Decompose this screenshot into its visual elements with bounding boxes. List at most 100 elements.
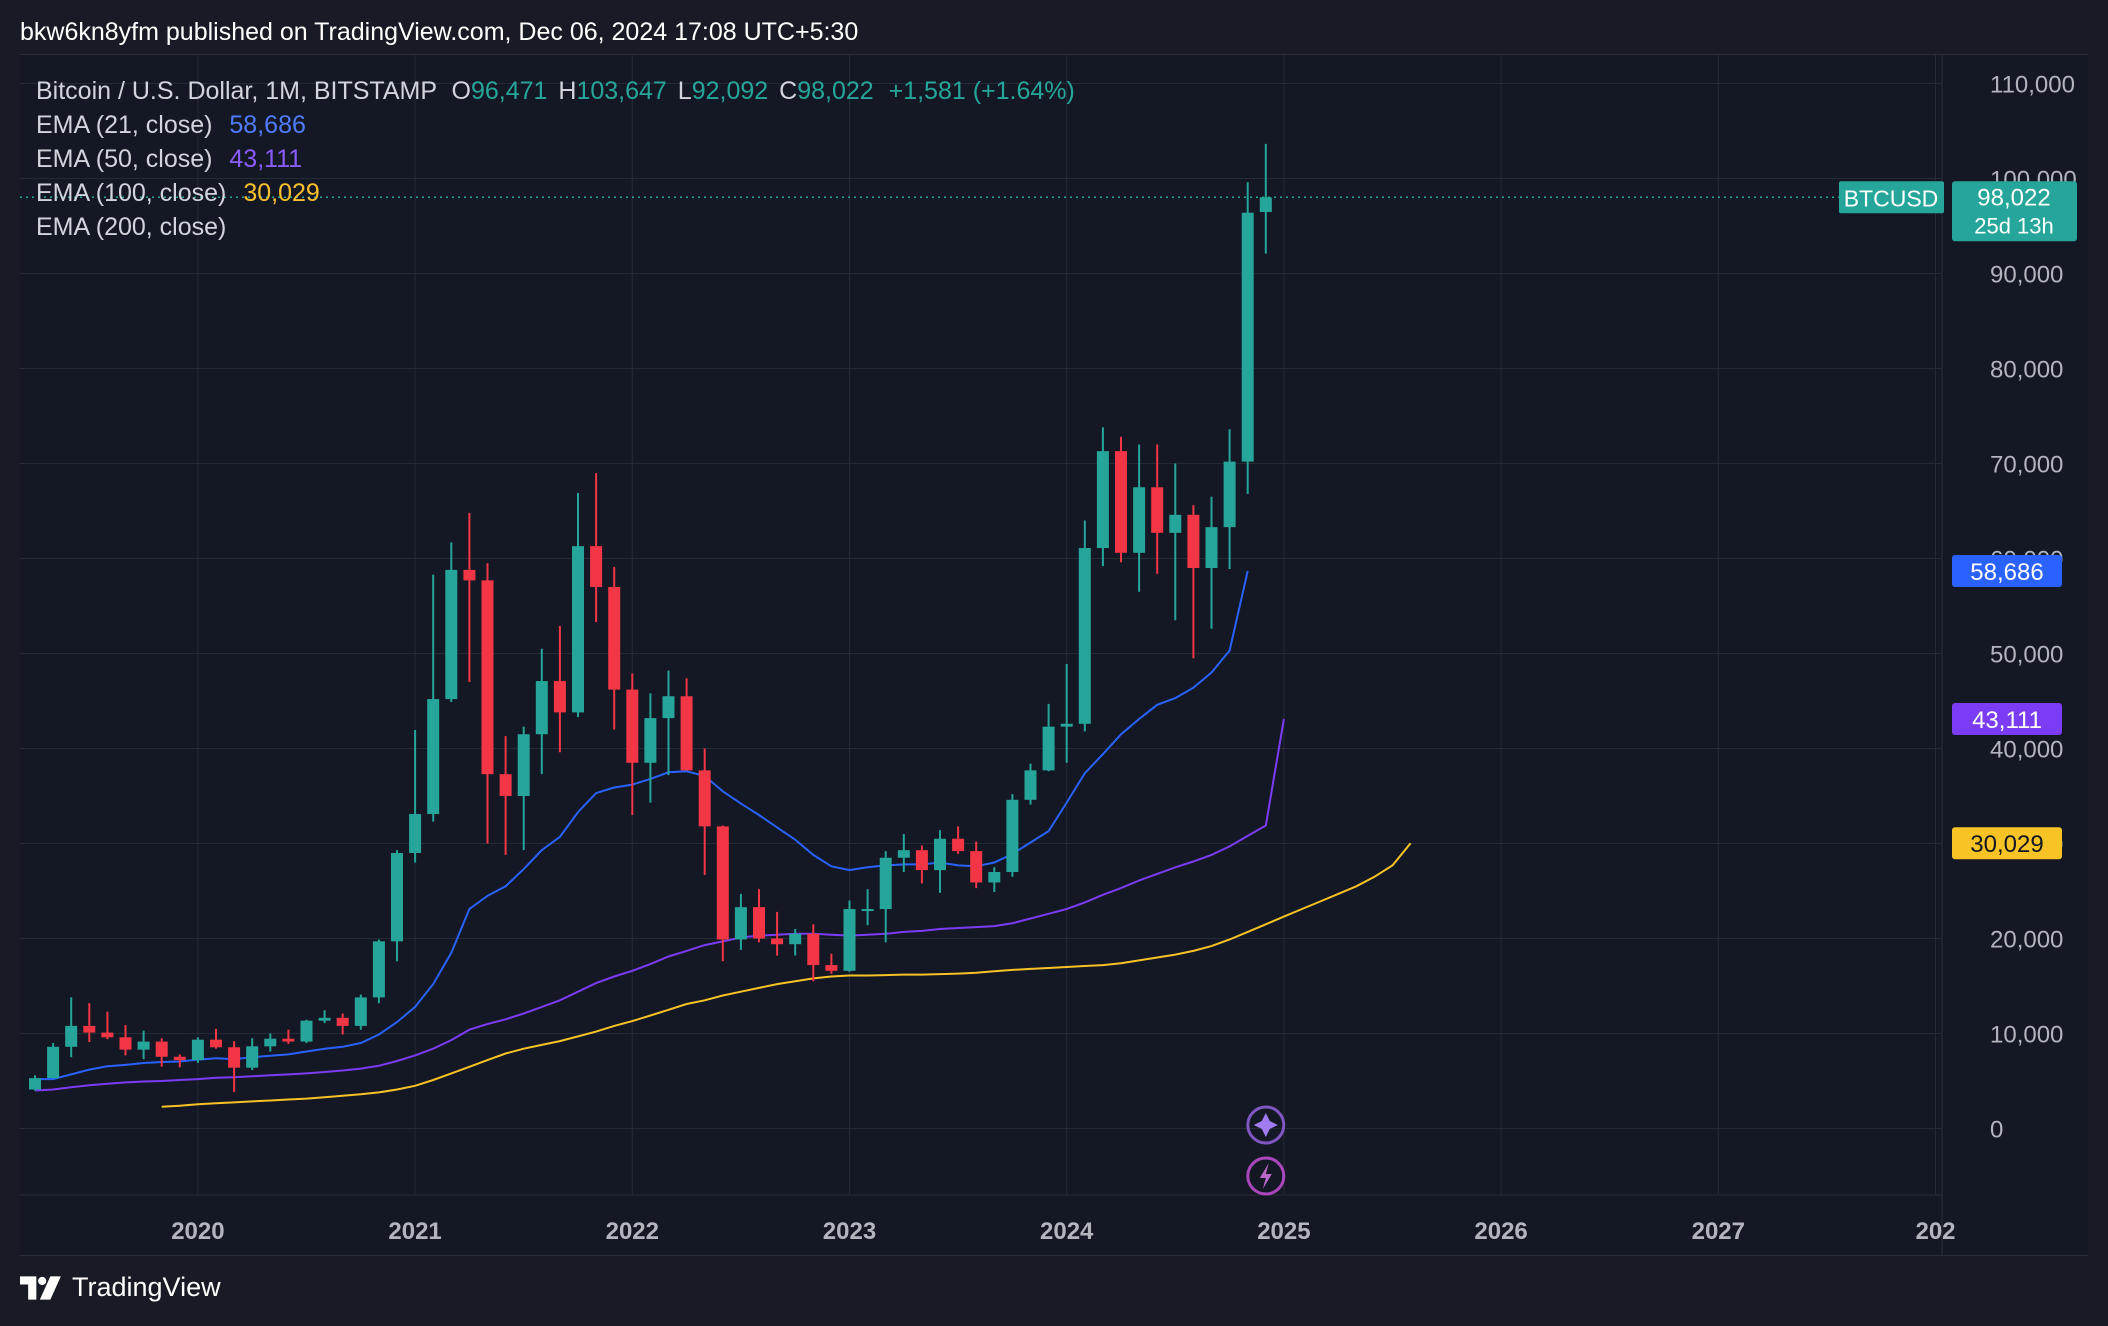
candle-body [626,689,639,763]
candle-body [372,941,385,998]
candle-body [391,853,403,942]
candle-body [734,907,747,940]
ema21-label: EMA (21, close) [36,111,213,139]
open-label: O [451,77,471,105]
low-value: 92,092 [691,77,769,105]
chart-legend: Bitcoin / U.S. Dollar, 1M, BITSTAMP O96,… [36,74,1075,244]
footer-brand[interactable]: TradingView [20,1272,221,1303]
ema100-row[interactable]: EMA (100, close) 30,029 [36,176,1075,210]
y-tick-label: 80,000 [1990,357,2063,384]
candle-body [807,933,820,966]
candle-body [771,938,784,945]
price-tag-bg [1952,181,2077,242]
candle-body [409,814,422,853]
candle-body [155,1041,168,1057]
candle-body [662,696,675,719]
lightning-icon [1259,1163,1272,1189]
candle-body [1151,487,1164,533]
chart-frame[interactable]: 010,00020,00030,00040,00050,00060,00070,… [20,54,2088,1256]
candle-body [119,1037,132,1050]
candle-body [499,774,512,796]
candle-body [282,1038,295,1042]
candle-body [825,965,838,971]
candle-body [1060,723,1073,727]
change-value: +1,581 (+1.64%) [888,77,1075,105]
ema100-tag-value: 30,029 [1970,831,2043,858]
candle-body [789,933,802,945]
y-tick-label: 40,000 [1990,737,2063,764]
candle-body [1024,770,1037,800]
tradingview-logo-icon [20,1275,61,1300]
y-tick-label: 10,000 [1990,1022,2063,1049]
candle-body [915,850,928,871]
ema21-line [35,570,1249,1081]
candle-body [83,1025,96,1033]
x-tick-label: 2021 [388,1218,441,1245]
symbol-name: Bitcoin / U.S. Dollar, 1M, BITSTAMP [36,77,437,105]
candle-body [843,909,856,971]
candle-body [1205,527,1218,568]
price-tag-countdown: 25d 13h [1974,213,2054,238]
candle-body [698,770,711,827]
candle-body [1042,726,1055,771]
y-tick-label: 0 [1990,1117,2003,1144]
sparkle-icon [1253,1113,1278,1137]
candle-body [1259,197,1272,213]
candle-body [680,696,693,771]
ema50-value: 43,111 [229,145,303,173]
candle-body [879,857,892,910]
candle-body [1169,514,1182,533]
candle-body [137,1041,150,1050]
candle-body [1223,461,1236,528]
y-tick-label: 20,000 [1990,927,2063,954]
candle-body [1006,799,1019,872]
x-tick-label: 2027 [1692,1218,1745,1245]
high-value: 103,647 [576,77,667,105]
candle-body [952,838,965,852]
low-label: L [677,77,692,105]
ema200-row[interactable]: EMA (200, close) [36,210,1075,244]
candle-body [445,569,458,700]
x-tick-label: 2023 [823,1218,876,1245]
brand-name: TradingView [72,1272,221,1302]
close-value: 98,022 [797,77,874,105]
chart-canvas[interactable]: 010,00020,00030,00040,00050,00060,00070,… [20,55,2088,1255]
ema100-tag-bg [1952,827,2062,860]
candle-body [228,1047,241,1068]
y-tick-label: 110,000 [1990,72,2075,99]
candle-body [173,1056,186,1061]
candle-body [644,718,657,763]
candle-body [29,1078,41,1090]
candle-body [427,699,440,815]
ema21-row[interactable]: EMA (21, close) 58,686 [36,108,1075,142]
candle-body [318,1017,331,1021]
event-star-icon [1246,1105,1286,1145]
candle-body [1096,451,1109,549]
x-tick-label: 2025 [1257,1218,1310,1245]
candle-body [1115,451,1127,553]
candle-body [47,1046,60,1079]
candle-body [65,1025,78,1047]
high-label: H [558,77,577,105]
candle-body [970,851,983,883]
candle-body [988,872,1001,883]
candle-body [1133,487,1146,553]
candle-body [897,850,910,858]
event-lightning-icon [1246,1156,1286,1196]
publish-header: bkw6kn8yfm published on TradingView.com,… [20,18,859,46]
ema21-tag-bg [1952,554,2062,587]
y-tick-label: 70,000 [1990,452,2063,479]
ema50-line [34,718,1285,1092]
candle-body [861,909,874,912]
ema50-row[interactable]: EMA (50, close) 43,111 [36,142,1075,176]
x-tick-label: 202 [1915,1218,1955,1245]
candle-body [1078,548,1091,724]
symbol-tag-bg [1839,181,1944,214]
candle-body [481,580,494,775]
candle-body [354,997,367,1026]
candle-body [336,1017,349,1026]
candle-body [300,1020,313,1042]
x-tick-label: 2024 [1040,1218,1094,1245]
symbol-tag-text: BTCUSD [1844,185,1939,211]
candle-body [264,1038,277,1047]
